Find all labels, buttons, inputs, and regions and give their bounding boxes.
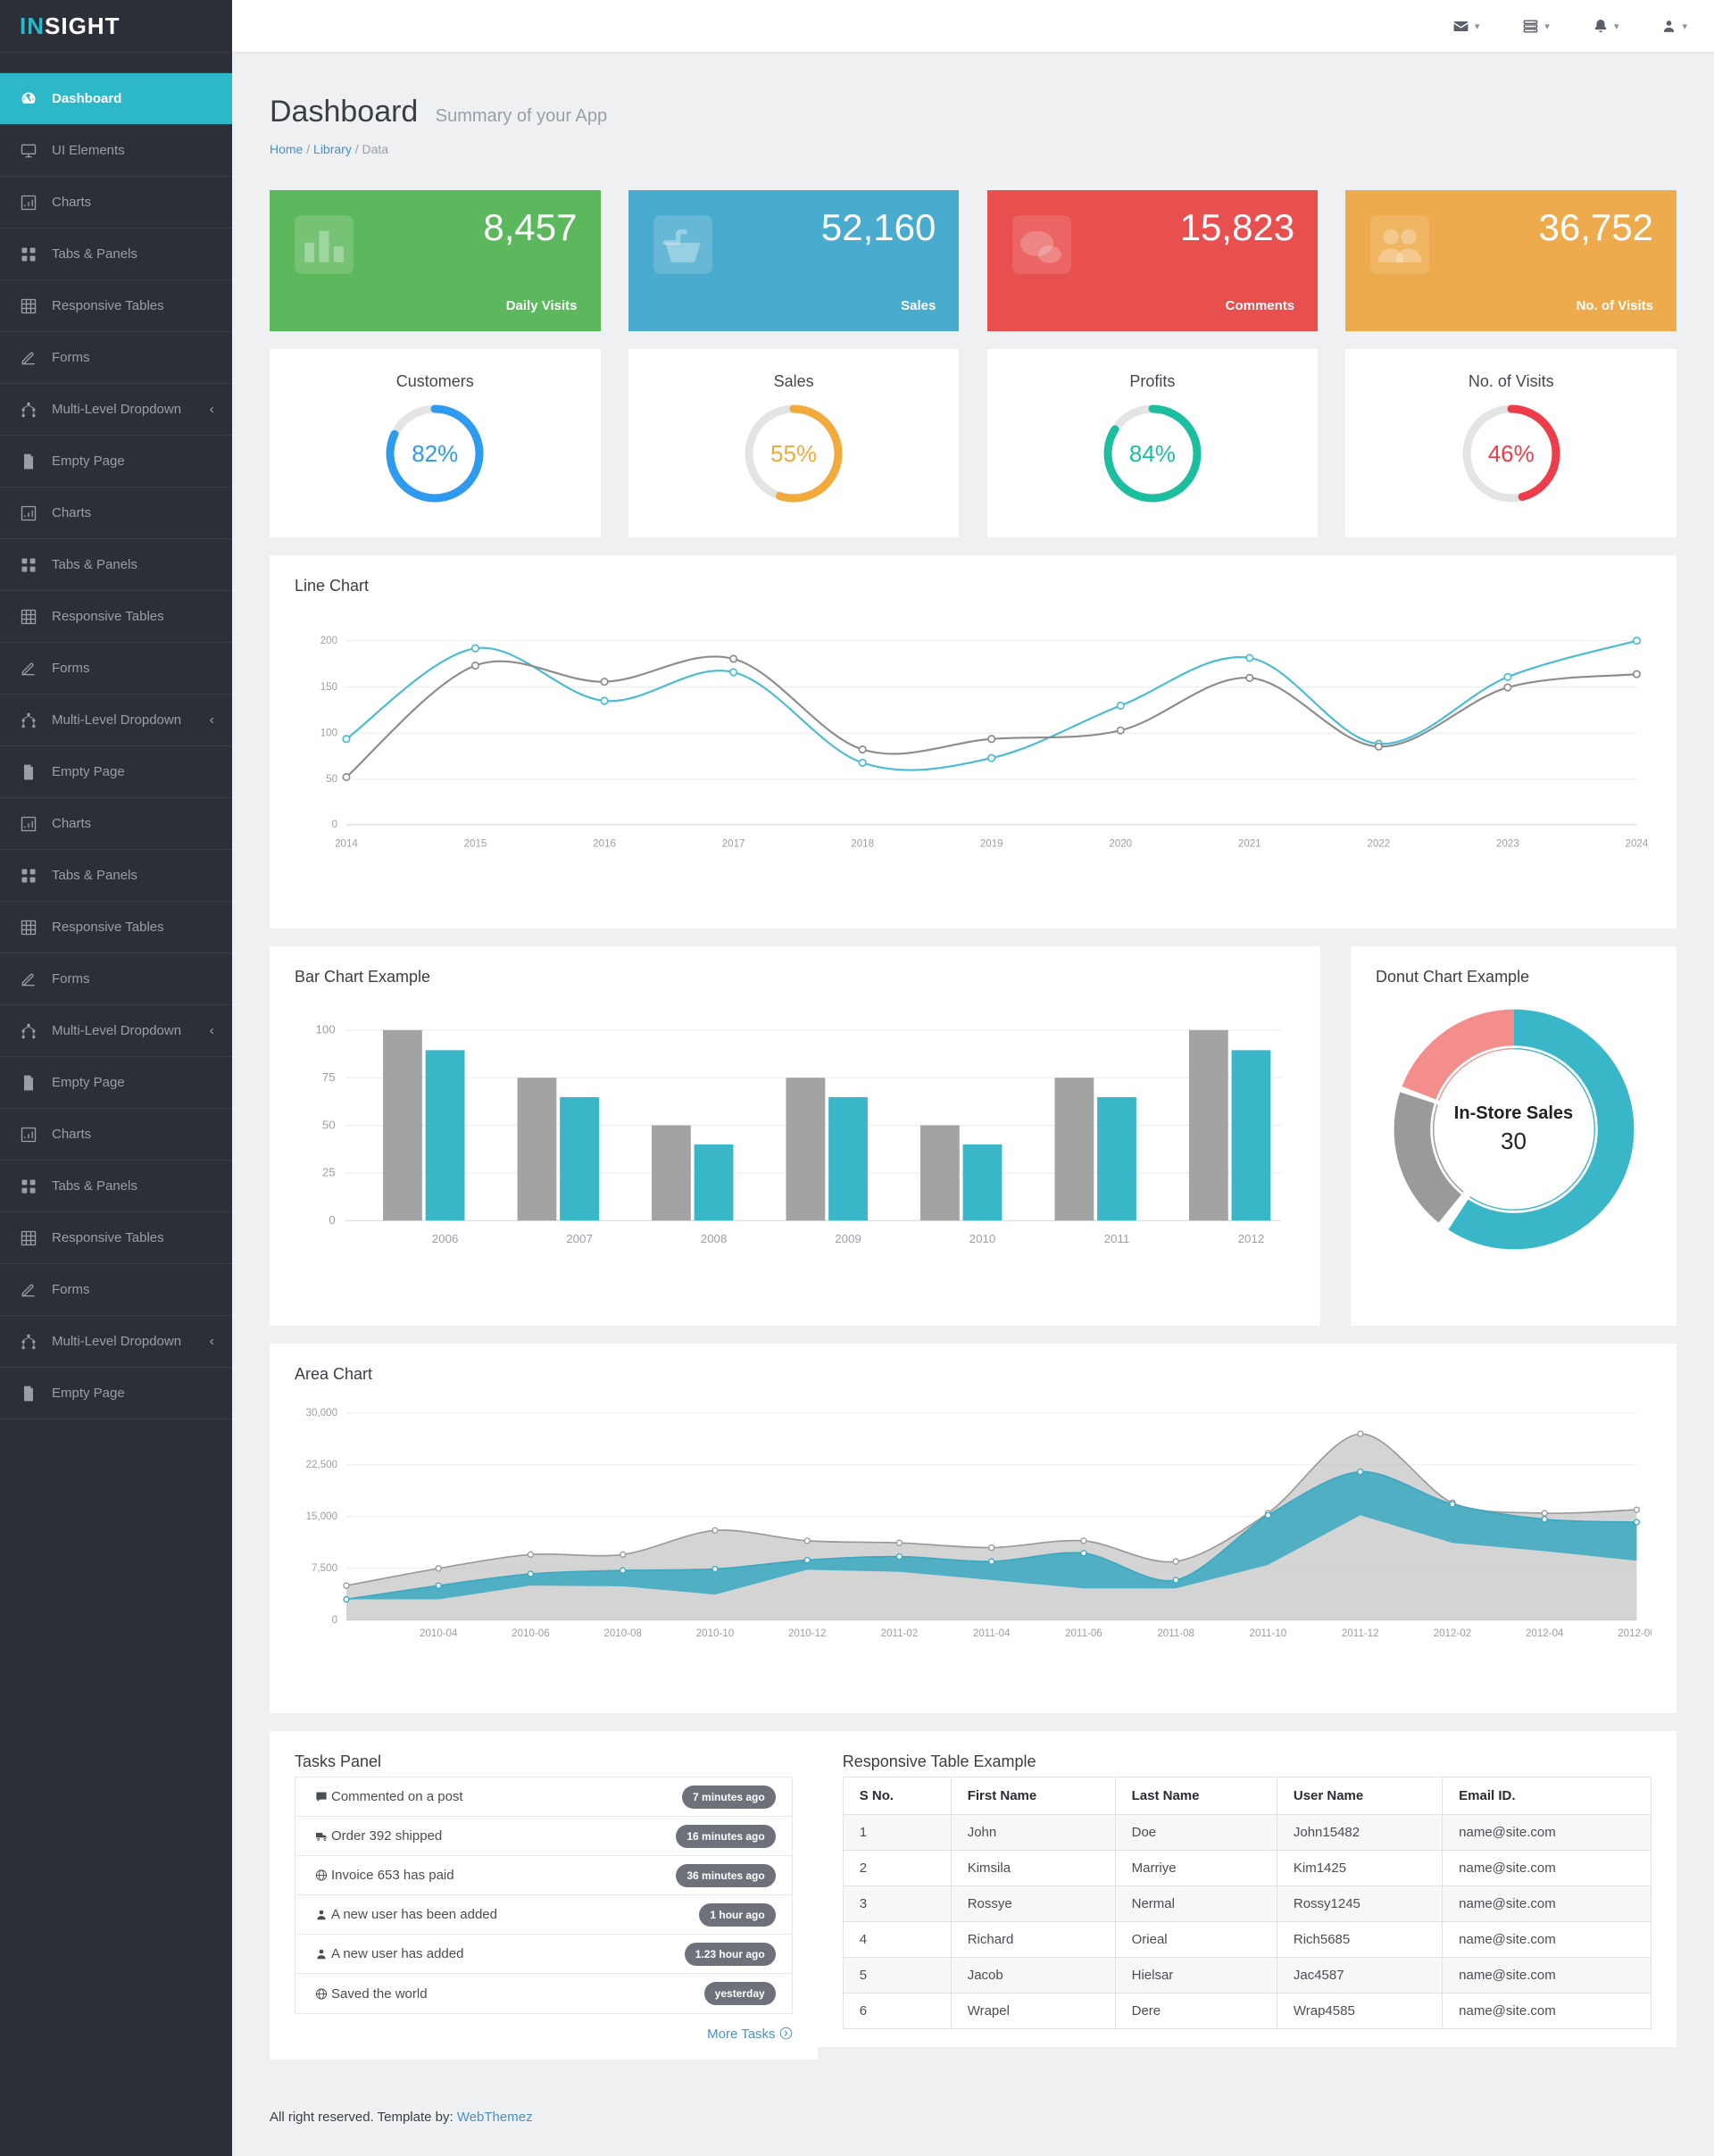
svg-text:100: 100 bbox=[315, 1023, 335, 1036]
svg-text:50: 50 bbox=[322, 1118, 336, 1131]
svg-text:0: 0 bbox=[332, 820, 337, 830]
svg-text:2021: 2021 bbox=[1238, 839, 1261, 850]
svg-text:2012-04: 2012-04 bbox=[1526, 1628, 1564, 1639]
svg-text:0: 0 bbox=[329, 1213, 335, 1227]
svg-text:2011-06: 2011-06 bbox=[1065, 1628, 1102, 1639]
svg-text:75: 75 bbox=[322, 1070, 336, 1084]
svg-text:50: 50 bbox=[326, 774, 337, 785]
svg-text:2008: 2008 bbox=[701, 1232, 728, 1245]
svg-text:2011-10: 2011-10 bbox=[1250, 1628, 1287, 1639]
svg-text:2006: 2006 bbox=[432, 1232, 459, 1245]
svg-text:7,500: 7,500 bbox=[312, 1563, 337, 1574]
svg-text:150: 150 bbox=[320, 682, 337, 693]
svg-text:2022: 2022 bbox=[1367, 839, 1390, 850]
svg-text:2010-06: 2010-06 bbox=[512, 1628, 550, 1639]
svg-text:2017: 2017 bbox=[722, 839, 745, 850]
svg-text:2020: 2020 bbox=[1109, 839, 1132, 850]
svg-text:15,000: 15,000 bbox=[306, 1511, 337, 1522]
svg-text:2011-12: 2011-12 bbox=[1342, 1628, 1379, 1639]
svg-text:2023: 2023 bbox=[1496, 839, 1519, 850]
svg-text:2015: 2015 bbox=[464, 839, 487, 850]
svg-text:2010-12: 2010-12 bbox=[788, 1628, 827, 1639]
svg-text:2010-04: 2010-04 bbox=[420, 1628, 458, 1639]
svg-text:2007: 2007 bbox=[566, 1232, 593, 1245]
svg-text:2012-06: 2012-06 bbox=[1618, 1628, 1652, 1639]
svg-text:2019: 2019 bbox=[980, 839, 1003, 850]
svg-text:2011-04: 2011-04 bbox=[973, 1628, 1011, 1639]
svg-text:22,500: 22,500 bbox=[306, 1460, 337, 1470]
svg-text:2011: 2011 bbox=[1104, 1232, 1130, 1245]
svg-text:0: 0 bbox=[332, 1615, 337, 1626]
svg-text:25: 25 bbox=[322, 1166, 336, 1179]
svg-text:2012: 2012 bbox=[1238, 1232, 1265, 1245]
svg-text:2018: 2018 bbox=[851, 839, 874, 850]
svg-text:100: 100 bbox=[320, 728, 337, 739]
svg-text:2016: 2016 bbox=[593, 839, 616, 850]
svg-text:2012-02: 2012-02 bbox=[1434, 1628, 1472, 1639]
svg-text:2010-10: 2010-10 bbox=[696, 1628, 735, 1639]
svg-text:30,000: 30,000 bbox=[306, 1408, 337, 1419]
svg-text:2009: 2009 bbox=[835, 1232, 861, 1245]
svg-text:2024: 2024 bbox=[1626, 839, 1649, 850]
svg-text:2011-08: 2011-08 bbox=[1157, 1628, 1194, 1639]
svg-text:200: 200 bbox=[320, 636, 337, 646]
svg-text:2011-02: 2011-02 bbox=[881, 1628, 919, 1639]
svg-text:2010-08: 2010-08 bbox=[603, 1628, 642, 1639]
svg-text:2014: 2014 bbox=[335, 839, 358, 850]
svg-text:2010: 2010 bbox=[969, 1232, 996, 1245]
